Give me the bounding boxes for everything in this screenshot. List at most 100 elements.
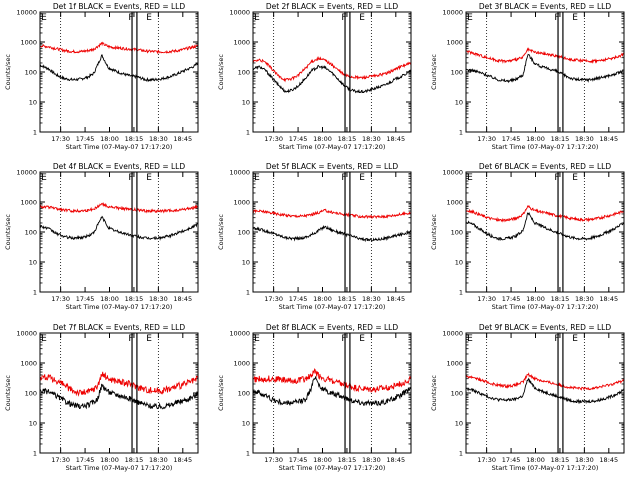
y-tick-label: 100	[451, 229, 463, 237]
eclipse-marker-label: E	[41, 173, 47, 183]
x-tick-label: 17:30	[264, 295, 283, 303]
x-tick-label: 18:45	[173, 295, 192, 303]
y-tick-label: 10000	[229, 169, 250, 177]
x-tick-label: 18:45	[599, 135, 618, 143]
eclipse-marker-label: E	[146, 173, 152, 183]
x-axis-label: Start Time (07-May-07 17:17:20)	[279, 143, 386, 151]
x-tick-label: 17:45	[76, 295, 95, 303]
y-tick-label: 100	[238, 229, 250, 237]
y-tick-label: 10	[242, 259, 250, 267]
x-axis-label: Start Time (07-May-07 17:17:20)	[492, 143, 599, 151]
flare-marker-label: F	[554, 13, 559, 23]
eclipse-marker-label: E	[467, 334, 473, 344]
y-tick-label: 100	[25, 229, 37, 237]
plot-frame	[39, 11, 199, 133]
y-tick-label: 1000	[233, 39, 250, 47]
y-tick-label: 1	[33, 450, 37, 458]
y-tick-label: 1000	[233, 199, 250, 207]
y-tick-label: 1	[459, 129, 463, 137]
x-tick-label: 18:15	[125, 456, 144, 464]
y-axis-label: Counts/sec	[4, 214, 12, 250]
y-tick-label: 1	[33, 289, 37, 297]
x-tick-label: 18:00	[100, 295, 119, 303]
series-events-line	[252, 64, 412, 94]
series-lld-line	[39, 201, 199, 214]
x-tick-label: 17:30	[51, 135, 70, 143]
x-tick-label: 18:15	[338, 456, 357, 464]
y-tick-label: 1000	[20, 360, 37, 368]
x-tick-label: 18:30	[575, 295, 594, 303]
y-tick-label: 10000	[442, 330, 463, 338]
series-lld-line	[465, 372, 625, 391]
series-events-line	[40, 54, 199, 83]
plot-frame	[252, 332, 412, 454]
plot-frame	[252, 11, 412, 133]
x-axis-label: Start Time (07-May-07 17:17:20)	[492, 464, 599, 472]
y-tick-label: 1	[246, 450, 250, 458]
panel-title: Det 8f BLACK = Events, RED = LLD	[266, 323, 399, 332]
x-axis-label: Start Time (07-May-07 17:17:20)	[279, 303, 386, 311]
series-events-line	[39, 383, 199, 410]
y-tick-label: 10	[455, 99, 463, 107]
x-tick-label: 17:30	[477, 456, 496, 464]
plot-frame	[39, 171, 199, 293]
x-tick-label: 18:30	[362, 456, 381, 464]
x-tick-label: 18:45	[386, 295, 405, 303]
y-tick-label: 10000	[442, 169, 463, 177]
x-tick-label: 18:00	[313, 135, 332, 143]
x-tick-label: 18:30	[362, 135, 381, 143]
x-axis-label: Start Time (07-May-07 17:17:20)	[66, 303, 173, 311]
y-tick-label: 1000	[20, 199, 37, 207]
panel-title: Det 1f BLACK = Events, RED = LLD	[53, 2, 186, 11]
y-tick-label: 1	[33, 129, 37, 137]
plot-frame	[465, 332, 625, 454]
panel-det-9f: Det 9f BLACK = Events, RED = LLD Counts/s…	[430, 323, 625, 472]
y-tick-label: 1000	[20, 39, 37, 47]
x-tick-label: 18:45	[173, 135, 192, 143]
eclipse-marker-label: E	[572, 334, 578, 344]
eclipse-marker-label: E	[41, 334, 47, 344]
y-tick-label: 10000	[16, 169, 37, 177]
x-tick-label: 18:00	[313, 295, 332, 303]
x-tick-label: 17:30	[264, 456, 283, 464]
panel-title: Det 2f BLACK = Events, RED = LLD	[266, 2, 399, 11]
y-tick-label: 10	[455, 420, 463, 428]
panel-det-7f: Det 7f BLACK = Events, RED = LLD Counts/s…	[4, 323, 199, 472]
x-tick-label: 17:45	[502, 135, 521, 143]
x-tick-label: 18:00	[526, 456, 545, 464]
y-tick-label: 10	[29, 99, 37, 107]
x-tick-label: 18:00	[526, 135, 545, 143]
y-tick-label: 1	[459, 289, 463, 297]
x-tick-label: 17:45	[76, 456, 95, 464]
x-tick-label: 17:45	[289, 456, 308, 464]
panel-det-3f: Det 3f BLACK = Events, RED = LLD Counts/s…	[430, 2, 625, 151]
y-tick-label: 10	[29, 420, 37, 428]
x-tick-label: 18:30	[575, 456, 594, 464]
x-tick-label: 18:30	[149, 135, 168, 143]
y-tick-label: 100	[238, 390, 250, 398]
eclipse-marker-label: E	[146, 334, 152, 344]
panel-det-4f: Det 4f BLACK = Events, RED = LLD Counts/s…	[4, 162, 199, 311]
panel-title: Det 9f BLACK = Events, RED = LLD	[479, 323, 612, 332]
series-lld-line	[252, 368, 412, 393]
y-axis-label: Counts/sec	[217, 214, 225, 250]
y-tick-label: 10000	[229, 9, 250, 17]
eclipse-marker-label: E	[146, 13, 152, 23]
eclipse-marker-label: E	[359, 334, 365, 344]
x-tick-label: 18:15	[125, 295, 144, 303]
y-tick-label: 100	[451, 390, 463, 398]
x-tick-label: 17:45	[289, 295, 308, 303]
x-axis-label: Start Time (07-May-07 17:17:20)	[492, 303, 599, 311]
y-tick-label: 100	[238, 69, 250, 77]
x-tick-label: 18:15	[551, 295, 570, 303]
eclipse-marker-label: E	[467, 173, 473, 183]
y-tick-label: 100	[451, 69, 463, 77]
eclipse-marker-label: E	[359, 13, 365, 23]
flare-marker-label: F	[128, 173, 133, 183]
x-tick-label: 18:15	[551, 456, 570, 464]
y-axis-label: Counts/sec	[217, 54, 225, 90]
y-tick-label: 1000	[446, 39, 463, 47]
x-tick-label: 18:00	[100, 135, 119, 143]
flare-marker-label: F	[341, 13, 346, 23]
x-tick-label: 17:30	[264, 135, 283, 143]
